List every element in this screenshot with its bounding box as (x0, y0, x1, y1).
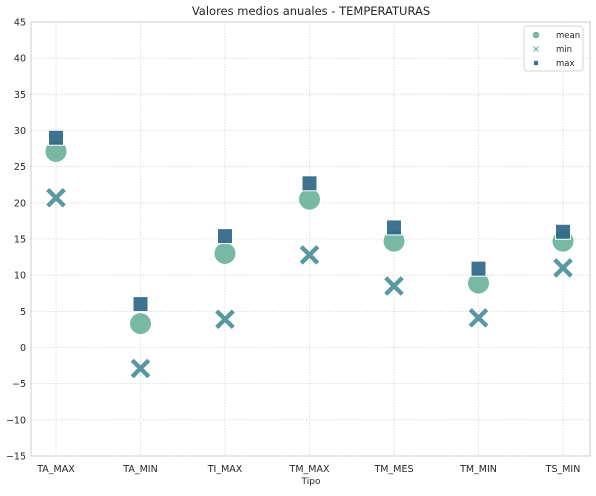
max-point (555, 223, 571, 240)
mean-point (298, 187, 321, 211)
y-tick-label: 15 (14, 235, 26, 246)
legend-min-marker (531, 44, 541, 54)
min-point (298, 243, 321, 267)
y-tick-label: 30 (14, 126, 26, 137)
y-axis-ticks: −15 −10 −5 0 5 10 15 20 25 30 35 40 45 (6, 18, 26, 463)
y-tick-label: 35 (14, 90, 26, 101)
y-tick-label: 20 (14, 198, 26, 209)
y-tick-label: 25 (14, 162, 26, 173)
y-tick-label: 45 (14, 18, 26, 29)
grid (31, 21, 590, 457)
min-point (551, 256, 575, 280)
legend-mean-marker (531, 30, 541, 40)
x-tick-label: TA_MIN (122, 464, 157, 475)
y-tick-label: 40 (14, 54, 26, 65)
x-axis-label: Tipo (301, 477, 321, 487)
legend-max-marker (532, 59, 540, 67)
y-tick-label: −15 (6, 452, 26, 463)
max-point (217, 228, 233, 245)
x-tick-label: TM_MES (374, 464, 414, 475)
min-point (129, 357, 152, 380)
max-point (48, 129, 64, 146)
mean-point (129, 312, 152, 336)
min-point (467, 306, 490, 330)
chart-title: Valores medios anuales - TEMPERATURAS (192, 4, 430, 18)
y-tick-label: 10 (14, 271, 26, 282)
y-tick-label: −5 (12, 379, 26, 390)
x-tick-label: TM_MAX (289, 464, 330, 475)
x-tick-label: TM_MIN (459, 464, 497, 475)
min-point (44, 186, 68, 209)
legend-max-label: max (556, 59, 575, 69)
data-markers (44, 129, 575, 380)
legend: mean min max (523, 25, 584, 72)
x-tick-label: TA_MAX (36, 464, 75, 475)
y-tick-label: −10 (6, 415, 26, 426)
mean-point (213, 241, 237, 265)
max-point (301, 175, 318, 192)
legend-min-label: min (556, 45, 572, 55)
x-tick-label: TI_MAX (207, 464, 243, 475)
min-point (382, 274, 406, 298)
legend-mean-label: mean (556, 31, 580, 41)
x-tick-label: TS_MIN (545, 464, 581, 475)
max-point (470, 260, 487, 277)
y-tick-label: 5 (20, 307, 26, 318)
max-point (132, 296, 149, 313)
plot-area (30, 21, 591, 457)
y-tick-label: 0 (20, 343, 26, 354)
x-axis-ticks: TA_MAX TA_MIN TI_MAX TM_MAX TM_MES TM_MIN TS_M… (36, 464, 580, 475)
min-point (213, 308, 237, 331)
max-point (386, 219, 402, 236)
